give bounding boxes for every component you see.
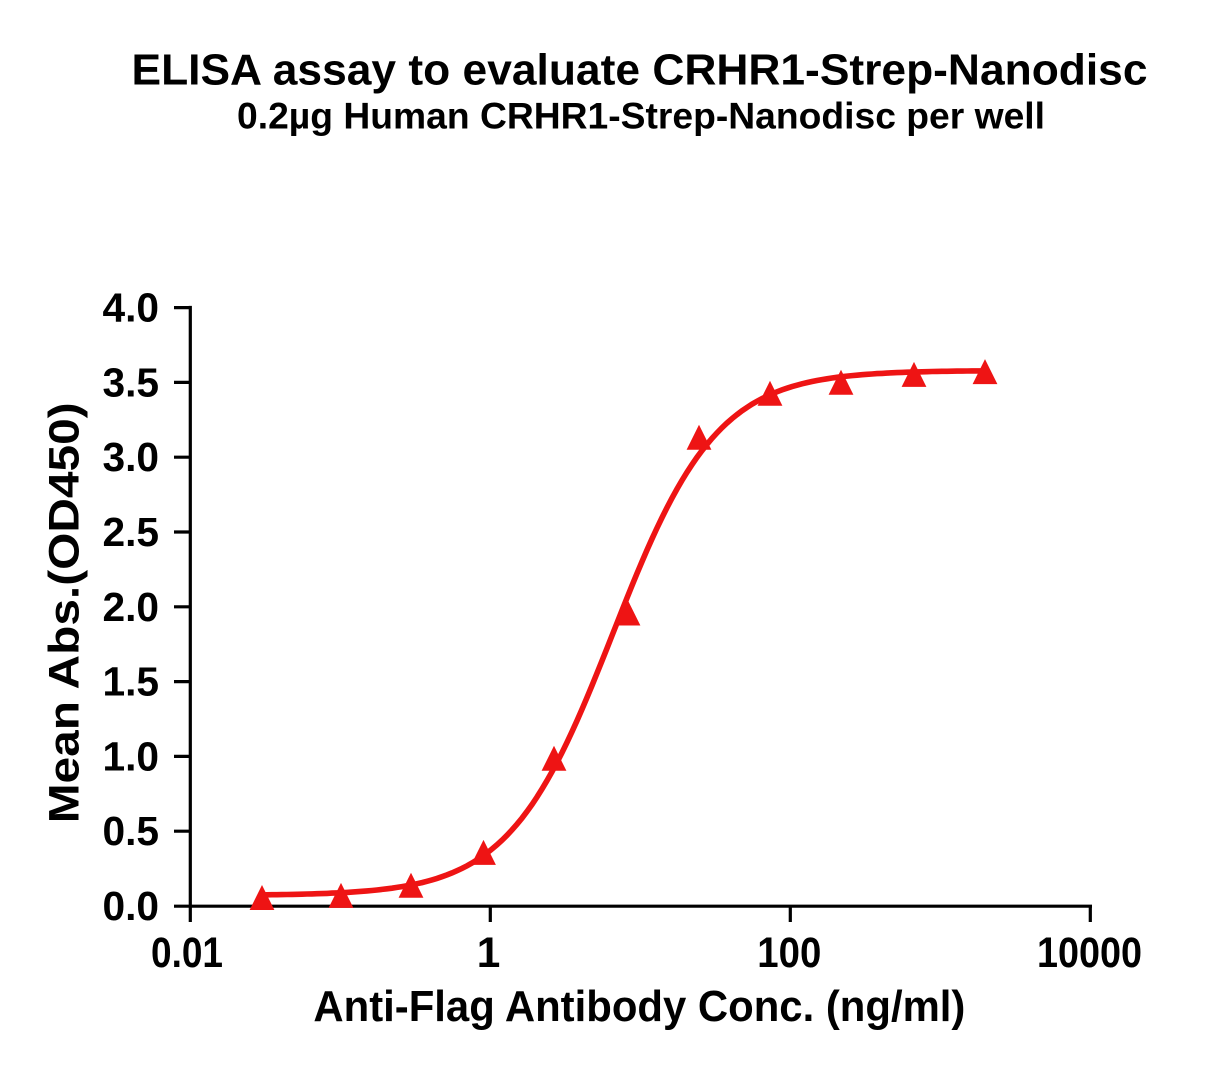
svg-text:3.0: 3.0 (102, 434, 159, 480)
svg-text:0.2µg Human CRHR1-Strep-Nanodi: 0.2µg Human CRHR1-Strep-Nanodisc per wel… (237, 95, 1045, 137)
svg-text:Mean Abs.(OD450): Mean Abs.(OD450) (42, 402, 89, 823)
svg-text:0.5: 0.5 (102, 808, 159, 854)
svg-text:1.5: 1.5 (102, 659, 159, 705)
svg-text:2.0: 2.0 (102, 584, 159, 630)
svg-text:100: 100 (757, 929, 821, 976)
svg-text:Anti-Flag Antibody Conc. (ng/m: Anti-Flag Antibody Conc. (ng/ml) (313, 982, 965, 1031)
svg-text:0.0: 0.0 (102, 883, 159, 929)
svg-text:2.5: 2.5 (102, 509, 159, 555)
svg-text:ELISA assay to evaluate CRHR1-: ELISA assay to evaluate CRHR1-Strep-Nano… (132, 45, 1148, 94)
svg-text:0.01: 0.01 (151, 929, 223, 976)
svg-text:1.0: 1.0 (102, 733, 159, 779)
svg-text:10000: 10000 (1037, 929, 1142, 976)
svg-text:1: 1 (477, 929, 501, 976)
svg-text:4.0: 4.0 (102, 285, 159, 331)
svg-text:3.5: 3.5 (102, 359, 159, 405)
